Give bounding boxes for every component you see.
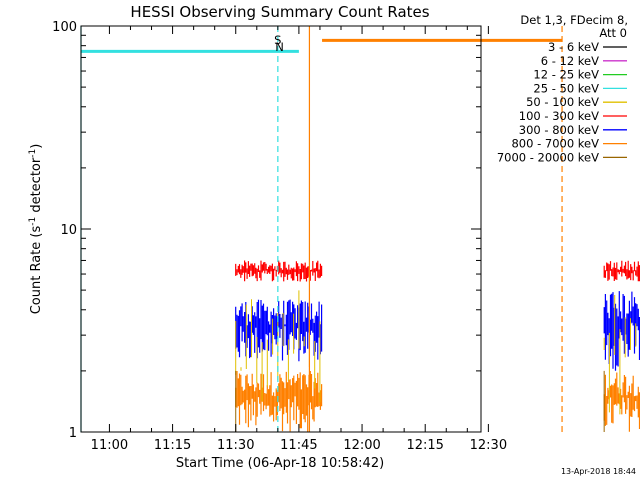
- legend-label-2: 12 - 25 keV: [533, 68, 599, 82]
- legend-label-0: 3 - 6 keV: [548, 40, 599, 54]
- axis-layer: 11:00 11:15 11:30 11:45 12:00 12:15 12:30 1 10 10…: [52, 20, 507, 453]
- legend-header-1: Det 1,3, FDecim 8,: [520, 13, 628, 27]
- legend-label-1: 6 - 12 keV: [541, 54, 599, 68]
- y-tick-label-0: 1: [69, 426, 77, 441]
- y-tick-label-2: 100: [52, 20, 77, 35]
- legend-label-4: 50 - 100 keV: [526, 95, 599, 109]
- segment-0-orange-trace: [235, 371, 323, 432]
- segment-0-red-trace: [235, 260, 323, 282]
- legend-label-7: 800 - 7000 keV: [511, 137, 599, 151]
- saa-marker-0: S: [274, 33, 281, 47]
- segment-1-blue-trace: [603, 291, 640, 371]
- chart-title: HESSI Observing Summary Count Rates: [130, 3, 429, 21]
- y-axis-label: Count Rate (s-1 detector-1): [28, 144, 44, 315]
- legend-header-2: Att 0: [599, 26, 627, 40]
- plot-frame: [80, 25, 482, 433]
- y-axis-label-mid: detector: [29, 157, 44, 217]
- legend-label-3: 25 - 50 keV: [533, 81, 599, 95]
- legend-label-6: 300 - 800 keV: [519, 123, 599, 137]
- legend-label-8: 7000 - 20000 keV: [497, 150, 599, 164]
- saa-marker-1: N: [275, 40, 284, 54]
- segment-0-blue-trace: [235, 299, 323, 362]
- saa-markers: SN: [274, 33, 284, 54]
- x-tick-label-0: 11:00: [91, 438, 128, 453]
- segment-1-yellow-trace: [603, 295, 637, 415]
- x-tick-label-6: 12:30: [470, 438, 507, 453]
- y-tick-label-1: 10: [60, 223, 77, 238]
- y-axis-label-sup1: -1: [28, 217, 38, 226]
- segment-0-yellow-trace: [235, 290, 321, 403]
- x-tick-label-4: 12:00: [343, 438, 380, 453]
- y-axis-label-main: Count Rate (s: [29, 226, 44, 315]
- x-axis-label: Start Time (06-Apr-18 10:58:42): [176, 456, 384, 471]
- segment-1-red-trace: [603, 260, 640, 282]
- x-tick-label-5: 12:15: [406, 438, 443, 453]
- legend-label-5: 100 - 300 keV: [519, 109, 599, 123]
- y-axis-label-end: ): [29, 144, 44, 149]
- timestamp: 13-Apr-2018 18:44: [561, 467, 636, 476]
- y-axis-label-sup2: -1: [28, 149, 38, 158]
- x-tick-label-1: 11:15: [154, 438, 191, 453]
- x-tick-label-3: 11:45: [280, 438, 317, 453]
- x-tick-label-2: 11:30: [217, 438, 254, 453]
